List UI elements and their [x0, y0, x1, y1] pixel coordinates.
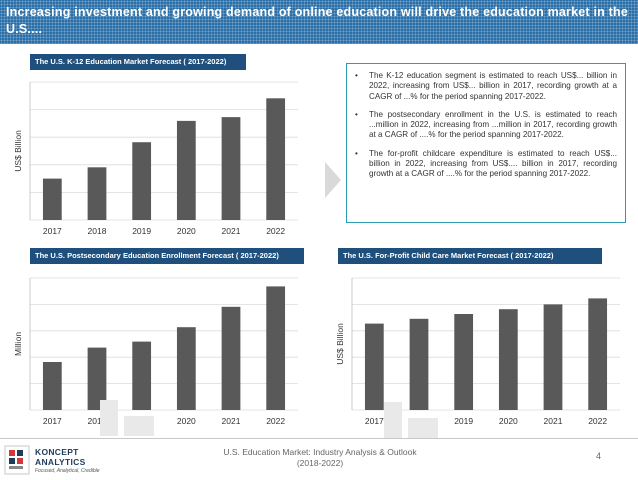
x-tick-label: 2022	[588, 416, 607, 426]
logo-tagline: Focused, Analytical, Credible	[35, 468, 100, 474]
postsecondary-chart: Million201720182019202020212022	[8, 268, 308, 434]
insight-k12: • The K-12 education segment is estimate…	[353, 71, 617, 102]
bar-2017	[42, 178, 62, 220]
x-tick-label: 2017	[365, 416, 384, 426]
bar-2020	[176, 327, 196, 410]
insight-k12-text: The K-12 education segment is estimated …	[369, 71, 617, 101]
bar-2019	[454, 314, 474, 410]
bar-2020	[176, 120, 196, 220]
footer-divider	[0, 438, 638, 439]
bar-2021	[543, 304, 563, 410]
bar-2018	[409, 318, 429, 410]
bar-2022	[266, 98, 286, 220]
bar-2019	[132, 142, 152, 220]
x-tick-label: 2020	[177, 416, 196, 426]
footer-caption-line2: (2018-2022)	[296, 458, 344, 468]
x-tick-label: 2019	[132, 226, 151, 236]
arrow-pointer-icon	[325, 162, 341, 198]
x-tick-label: 2020	[499, 416, 518, 426]
bar-2018	[87, 167, 107, 220]
k12-chart: US$ Billion 2017 2018 2019 2020 2021 2022	[8, 72, 308, 244]
childcare-chart-title: The U.S. For-Profit Child Care Market Fo…	[338, 248, 602, 264]
slide-title: Increasing investment and growing demand…	[6, 5, 628, 36]
x-tick-label: 2020	[177, 226, 196, 236]
watermark-block	[384, 402, 402, 438]
page-number: 4	[596, 451, 602, 461]
watermark-block	[124, 416, 154, 436]
bar-2021	[221, 117, 241, 220]
x-tick-label: 2022	[266, 226, 285, 236]
y-axis-label: US$ Billion	[13, 130, 23, 172]
bar-2022	[266, 286, 286, 410]
bullet-icon: •	[355, 148, 358, 158]
watermark-block	[100, 400, 118, 436]
x-tick-label: 2021	[222, 226, 241, 236]
bar-2018	[87, 347, 107, 410]
x-tick-label: 2021	[222, 416, 241, 426]
logo-subname: ANALYTICS	[35, 457, 86, 467]
insight-postsecondary: • The postsecondary enrollment in the U.…	[353, 110, 617, 141]
k12-bar-chart: US$ Billion 2017 2018 2019 2020 2021 2022	[13, 81, 298, 236]
bar-2020	[498, 309, 518, 410]
k12-chart-title: The U.S. K-12 Education Market Forecast …	[30, 54, 246, 70]
insight-postsecondary-text: The postsecondary enrollment in the U.S.…	[369, 109, 617, 140]
title-banner: Increasing investment and growing demand…	[0, 0, 638, 44]
x-tick-label: 2019	[454, 416, 473, 426]
y-axis-label: Million	[13, 332, 23, 356]
key-insights-box: • The K-12 education segment is estimate…	[346, 63, 626, 223]
x-tick-label: 2022	[266, 416, 285, 426]
insight-childcare-text: The for-profit childcare expenditure is …	[369, 148, 617, 179]
footer-caption: U.S. Education Market: Industry Analysis…	[190, 447, 450, 469]
logo-mark-icon	[4, 445, 30, 475]
bar-2021	[221, 306, 241, 410]
x-tick-label: 2017	[43, 416, 62, 426]
footer-caption-line1: U.S. Education Market: Industry Analysis…	[223, 447, 417, 457]
bar-2017	[42, 362, 62, 410]
x-tick-label: 2021	[544, 416, 563, 426]
bar-2017	[364, 323, 384, 410]
bullet-icon: •	[355, 109, 358, 119]
y-axis-label: US$ Billion	[335, 323, 345, 365]
insight-childcare: • The for-profit childcare expenditure i…	[353, 149, 617, 180]
x-tick-label: 2017	[43, 226, 62, 236]
logo-name: KONCEPT	[35, 447, 79, 457]
bullet-icon: •	[355, 71, 358, 80]
postsecondary-bar-chart: Million201720182019202020212022	[13, 277, 298, 426]
x-tick-label: 2018	[88, 416, 107, 426]
company-logo: KONCEPT ANALYTICS Focused, Analytical, C…	[4, 445, 124, 477]
bar-2019	[132, 341, 152, 410]
postsecondary-chart-title: The U.S. Postsecondary Education Enrollm…	[30, 248, 304, 264]
watermark-block	[408, 418, 438, 438]
bar-2022	[588, 298, 608, 410]
x-tick-label: 2018	[88, 226, 107, 236]
